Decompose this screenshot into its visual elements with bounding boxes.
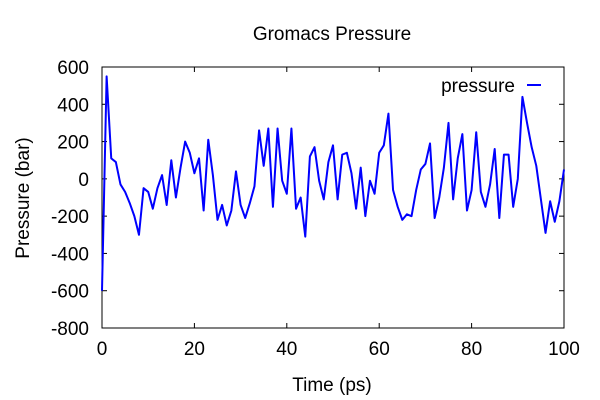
legend-label: pressure bbox=[441, 76, 515, 97]
y-tick-labels: -800 -600 -400 -200 0 200 400 600 bbox=[51, 58, 89, 340]
x-axis-label: Time (ps) bbox=[292, 375, 372, 396]
y-tick-label: -600 bbox=[51, 282, 89, 303]
y-tick-label: -200 bbox=[51, 207, 89, 228]
axis-ticks bbox=[101, 66, 565, 329]
y-axis-label: Pressure (bar) bbox=[13, 137, 34, 258]
plot-frame bbox=[101, 66, 565, 329]
x-tick-label: 0 bbox=[97, 339, 108, 360]
legend: pressure bbox=[441, 76, 541, 97]
y-tick-label: 600 bbox=[57, 58, 89, 79]
chart-title: Gromacs Pressure bbox=[253, 24, 411, 45]
x-tick-label: 40 bbox=[276, 339, 297, 360]
x-tick-label: 60 bbox=[369, 339, 390, 360]
series-group bbox=[101, 75, 565, 291]
series-line-pressure bbox=[101, 75, 565, 291]
x-tick-label: 80 bbox=[461, 339, 482, 360]
x-tick-labels: 0 20 40 60 80 100 bbox=[97, 339, 580, 360]
x-tick-label: 20 bbox=[184, 339, 205, 360]
y-tick-label: -800 bbox=[51, 319, 89, 340]
y-tick-label: -400 bbox=[51, 244, 89, 265]
x-tick-label: 100 bbox=[548, 339, 580, 360]
y-tick-label: 200 bbox=[57, 133, 89, 154]
y-tick-label: 0 bbox=[78, 170, 89, 191]
y-tick-label: 400 bbox=[57, 95, 89, 116]
